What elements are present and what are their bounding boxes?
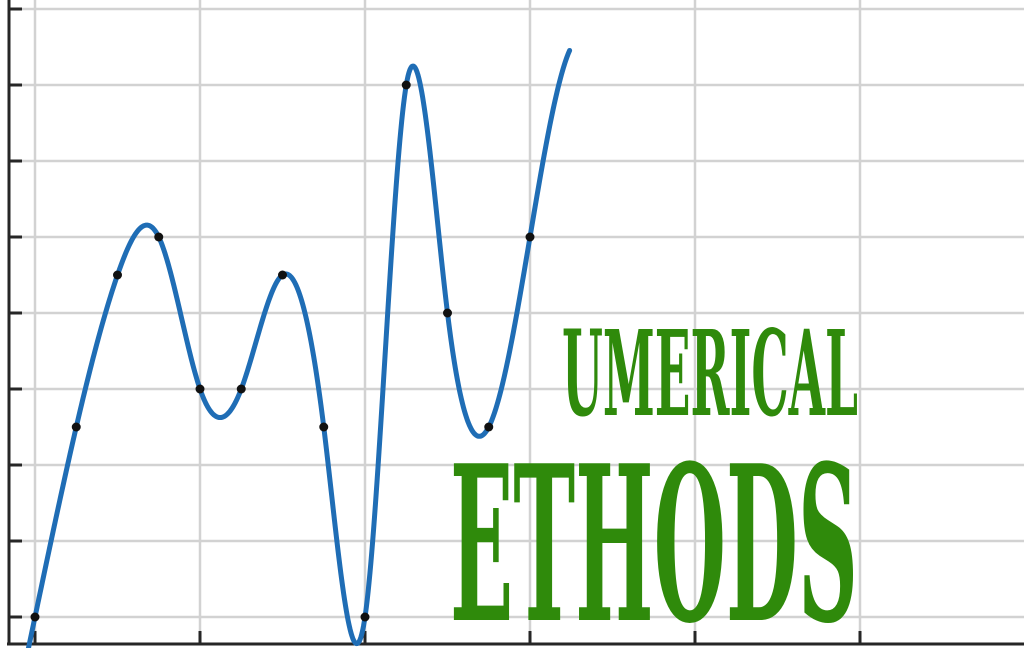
sample-point — [278, 270, 287, 280]
sample-point — [319, 422, 329, 432]
sample-point — [71, 422, 81, 432]
sample-point — [195, 384, 205, 394]
sample-point — [30, 612, 40, 622]
sample-point — [401, 80, 411, 90]
interpolating-curve — [25, 47, 573, 648]
logo-word-top: UMERICAL — [562, 304, 858, 443]
plot-axes — [7, 0, 1024, 646]
sample-point — [525, 232, 535, 242]
sample-point — [154, 232, 164, 242]
sample-point — [360, 612, 370, 622]
logo-word-bottom: ETHODS — [450, 418, 858, 648]
sample-point — [484, 422, 494, 432]
sample-point — [236, 384, 246, 394]
sample-point — [113, 270, 122, 280]
axis-ticks — [9, 7, 862, 644]
sample-points — [30, 80, 535, 622]
sample-point — [443, 308, 452, 318]
